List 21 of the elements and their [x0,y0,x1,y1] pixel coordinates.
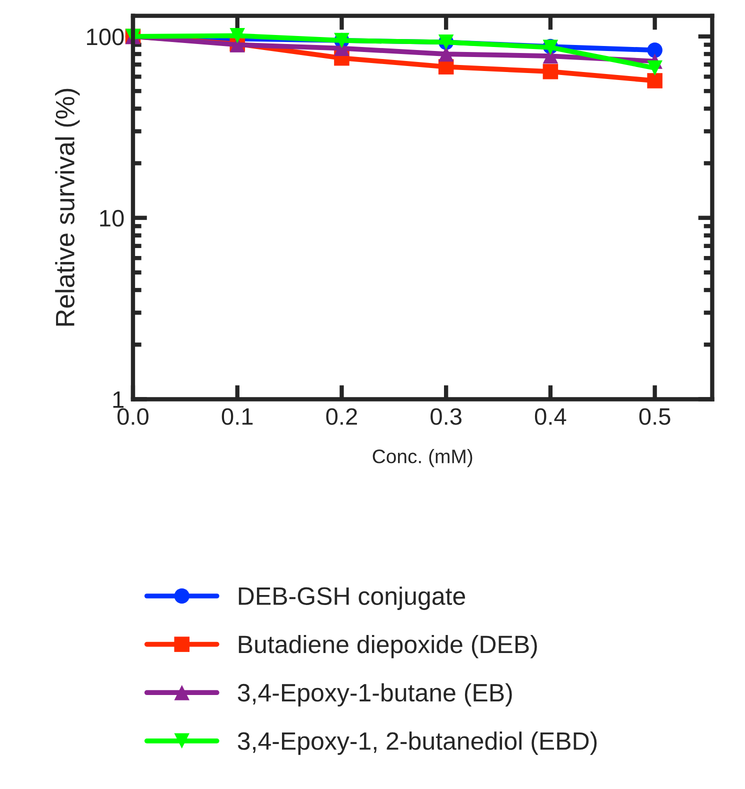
y-tick-label: 100 [87,28,124,46]
point [647,60,662,76]
point [647,42,662,58]
legend-label: 3,4-Epoxy-1, 2-butanediol (EBD) [238,732,597,755]
legend-label: DEB-GSH conjugate [238,586,466,610]
point [230,28,245,44]
legend-label: 3,4-Epoxy-1-butane (EB) [238,683,512,707]
x-tick-label: 0.2 [326,408,357,425]
x-tick-label: 0.1 [222,408,253,425]
point [438,46,454,62]
x-tick-label: 0.3 [430,408,462,425]
legend-label: Butadiene diepoxide (DEB) [238,634,537,658]
x-tick-label: 0.5 [639,408,670,425]
x-tick-label: 0.4 [534,408,566,425]
point [647,73,662,88]
point [542,64,558,80]
x-tick-label: 0.0 [117,408,148,425]
y-tick-label: 1 [113,392,124,408]
y-axis-title: Relative survival (%) [55,88,80,326]
x-axis-title: Conc. (mM) [372,449,472,468]
y-tick-label: 10 [100,210,124,227]
